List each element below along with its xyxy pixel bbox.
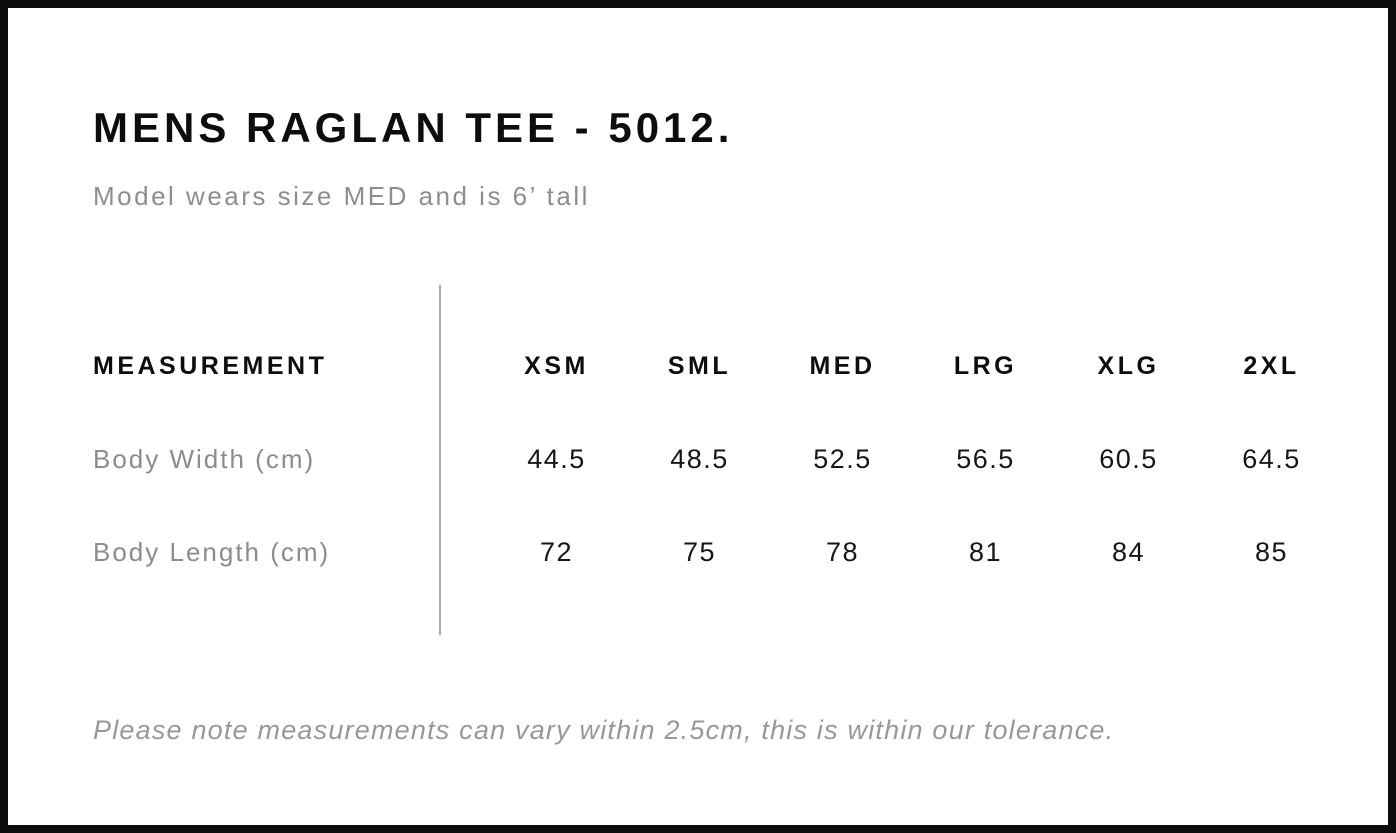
column-header-size: SML bbox=[667, 352, 732, 380]
body-width-value: 44.5 bbox=[527, 444, 586, 474]
row-label-body-length: Body Length (cm) bbox=[93, 537, 331, 567]
size-chart-table: MEASUREMENT XSM SML MED LRG XLG 2XL Body… bbox=[93, 320, 1343, 599]
tolerance-footnote: Please note measurements can vary within… bbox=[93, 715, 1115, 745]
body-length-value: 85 bbox=[1254, 537, 1289, 567]
body-width-value: 52.5 bbox=[813, 444, 872, 474]
column-header-size: MED bbox=[809, 352, 876, 380]
table-vertical-divider bbox=[439, 285, 441, 635]
body-width-value: 60.5 bbox=[1099, 444, 1158, 474]
row-label-body-width: Body Width (cm) bbox=[93, 444, 316, 474]
column-header-size: XSM bbox=[524, 352, 589, 380]
column-header-size: 2XL bbox=[1243, 352, 1300, 380]
body-length-value: 75 bbox=[682, 537, 717, 567]
body-length-value: 72 bbox=[539, 537, 574, 567]
body-width-value: 64.5 bbox=[1242, 444, 1301, 474]
column-header-measurement: MEASUREMENT bbox=[93, 352, 328, 380]
page-title: MENS RAGLAN TEE - 5012. bbox=[93, 104, 734, 151]
body-length-value: 81 bbox=[968, 537, 1003, 567]
body-length-value: 84 bbox=[1111, 537, 1146, 567]
model-size-note: Model wears size MED and is 6’ tall bbox=[93, 181, 590, 211]
column-header-size: LRG bbox=[953, 352, 1018, 380]
body-width-value: 56.5 bbox=[956, 444, 1015, 474]
column-header-size: XLG bbox=[1097, 352, 1160, 380]
body-length-value: 78 bbox=[825, 537, 860, 567]
body-width-value: 48.5 bbox=[670, 444, 729, 474]
